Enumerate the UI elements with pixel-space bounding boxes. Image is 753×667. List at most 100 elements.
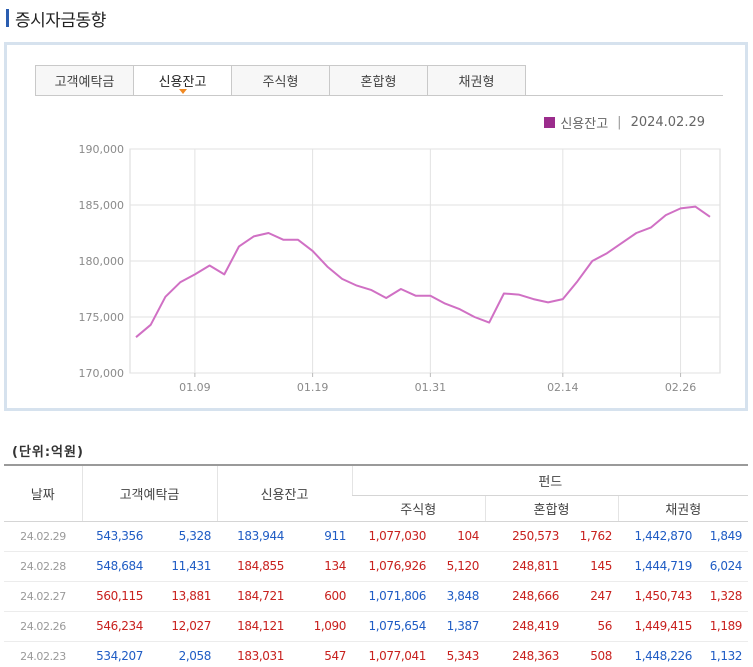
table-row: 24.02.27 560,115 13,881 184,721 600 1,071,806… — [4, 581, 749, 612]
data-point — [370, 289, 372, 291]
data-point — [238, 245, 240, 247]
data-point — [621, 242, 623, 244]
cell-deposit: 546,234 — [82, 611, 149, 642]
cell-mixed: 250,573 — [485, 521, 565, 552]
data-point — [532, 298, 534, 300]
header-bond: 채권형 — [617, 495, 749, 522]
cell-bond-change: 6,024 — [698, 551, 749, 582]
cell-deposit: 534,207 — [82, 641, 149, 667]
data-point — [562, 298, 564, 300]
cell-stock: 1,071,806 — [352, 581, 432, 612]
x-tick-label: 01.19 — [297, 381, 329, 394]
cell-mixed: 248,419 — [485, 611, 565, 642]
cell-mixed: 248,666 — [485, 581, 565, 612]
cell-bond: 1,449,415 — [618, 611, 698, 642]
data-point — [341, 278, 343, 280]
cell-credit-change: 1,090 — [290, 611, 352, 642]
tab-label: 신용잔고 — [158, 75, 207, 90]
data-point — [547, 301, 549, 303]
cell-bond: 1,450,743 — [618, 581, 698, 612]
data-point — [356, 285, 358, 287]
data-point — [577, 280, 579, 282]
cell-date: 24.02.23 — [4, 641, 82, 667]
cell-mixed-change: 247 — [565, 581, 618, 612]
data-point — [209, 264, 211, 266]
cell-credit-change: 600 — [290, 581, 352, 612]
data-point — [444, 303, 446, 305]
cell-credit-change: 911 — [290, 521, 352, 552]
cell-bond-change: 1,189 — [698, 611, 749, 642]
tab-stock-fund[interactable]: 주식형 — [231, 65, 330, 96]
data-point — [665, 214, 667, 216]
data-point — [503, 292, 505, 294]
cell-date: 24.02.26 — [4, 611, 82, 642]
cell-bond-change: 1,132 — [698, 641, 749, 667]
y-tick-label: 170,000 — [79, 367, 125, 380]
cell-credit: 184,121 — [217, 611, 290, 642]
title-accent-bar — [6, 9, 9, 27]
cell-deposit-change: 11,431 — [149, 551, 217, 582]
cell-deposit-change: 12,027 — [149, 611, 217, 642]
unit-label: (단위:억원) — [12, 445, 84, 460]
cell-stock-change: 5,343 — [432, 641, 485, 667]
series-line-credit-balance — [135, 205, 711, 338]
cell-bond-change: 1,849 — [698, 521, 749, 552]
legend-date: 2024.02.29 — [630, 115, 705, 130]
cell-deposit: 543,356 — [82, 521, 149, 552]
tab-bond-fund[interactable]: 채권형 — [427, 65, 526, 96]
table-row: 24.02.23 534,207 2,058 183,031 547 1,077,041 5… — [4, 641, 749, 667]
data-point — [135, 336, 137, 338]
legend-separator: | — [617, 115, 622, 130]
data-point — [253, 235, 255, 237]
y-tick-label: 180,000 — [79, 255, 125, 268]
data-point — [267, 232, 269, 234]
cell-credit-change: 547 — [290, 641, 352, 667]
tab-label: 혼합형 — [360, 75, 397, 90]
y-tick-label: 185,000 — [79, 199, 125, 212]
data-point — [709, 216, 711, 218]
header-mixed: 혼합형 — [484, 495, 618, 522]
data-point — [474, 316, 476, 318]
data-point — [282, 239, 284, 241]
legend-series-name: 신용잔고 — [560, 117, 609, 132]
y-tick-label: 190,000 — [79, 143, 125, 156]
x-tick-label: 01.09 — [179, 381, 211, 394]
y-tick-label: 175,000 — [79, 311, 125, 324]
cell-credit: 184,855 — [217, 551, 290, 582]
cell-bond: 1,442,870 — [618, 521, 698, 552]
cell-date: 24.02.28 — [4, 551, 82, 582]
cell-stock: 1,077,041 — [352, 641, 432, 667]
data-point — [415, 295, 417, 297]
header-deposit: 고객예탁금 — [81, 464, 217, 522]
page-title: 증시자금동향 — [15, 10, 106, 31]
cell-date: 24.02.27 — [4, 581, 82, 612]
data-point — [312, 250, 314, 252]
cell-credit: 183,031 — [217, 641, 290, 667]
chart-panel: 고객예탁금 신용잔고 주식형 혼합형 채권형 신용잔고 | 2024.02.29… — [4, 42, 748, 411]
table-row: 24.02.28 548,684 11,431 184,855 134 1,076,926… — [4, 551, 749, 582]
data-point — [488, 322, 490, 324]
cell-deposit: 560,115 — [82, 581, 149, 612]
active-tab-triangle-icon — [178, 89, 187, 94]
line-chart: 190,000 185,000 180,000 175,000 170,000 01.09… — [79, 143, 721, 394]
data-point — [164, 296, 166, 298]
header-date: 날짜 — [4, 464, 82, 522]
tab-deposit[interactable]: 고객예탁금 — [35, 65, 134, 96]
data-point — [326, 266, 328, 268]
cell-mixed: 248,363 — [485, 641, 565, 667]
cell-mixed-change: 56 — [565, 611, 618, 642]
tab-label: 고객예탁금 — [54, 75, 115, 90]
page-header: 증시자금동향 — [6, 5, 106, 31]
cell-credit: 183,944 — [217, 521, 290, 552]
tab-label: 주식형 — [262, 75, 299, 90]
data-point — [459, 308, 461, 310]
data-point — [606, 252, 608, 254]
tab-divider — [35, 95, 723, 96]
chart-legend: 신용잔고 | 2024.02.29 — [544, 113, 705, 132]
cell-stock-change: 5,120 — [432, 551, 485, 582]
cell-mixed-change: 508 — [565, 641, 618, 667]
data-point — [694, 206, 696, 208]
legend-swatch — [544, 117, 556, 128]
data-point — [194, 273, 196, 275]
chart-tabs: 고객예탁금 신용잔고 주식형 혼합형 채권형 — [35, 65, 526, 96]
